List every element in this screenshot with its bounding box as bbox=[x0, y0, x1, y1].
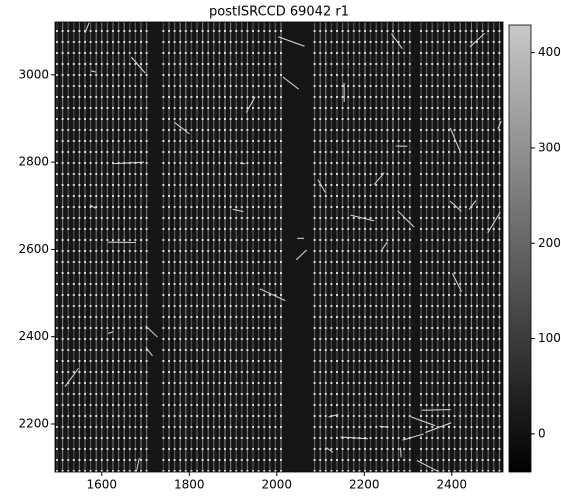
cosmic-ray bbox=[451, 273, 463, 293]
colorbar-tick-label: 400 bbox=[538, 45, 561, 59]
cosmic-ray bbox=[145, 325, 158, 338]
cosmic-ray bbox=[402, 433, 424, 441]
cosmic-ray bbox=[468, 200, 477, 210]
x-tick-label: 2400 bbox=[437, 478, 468, 492]
x-tick-label: 2200 bbox=[349, 478, 380, 492]
cosmic-ray bbox=[328, 414, 339, 418]
cosmic-ray bbox=[380, 241, 388, 252]
cosmic-ray bbox=[89, 204, 97, 209]
cosmic-ray bbox=[340, 436, 368, 440]
cosmic-ray bbox=[245, 96, 256, 113]
colorbar bbox=[508, 24, 532, 473]
cosmic-ray bbox=[350, 214, 375, 222]
cosmic-ray bbox=[135, 457, 140, 472]
cosmic-ray bbox=[173, 121, 190, 135]
cosmic-ray bbox=[400, 447, 402, 458]
cosmic-ray bbox=[232, 208, 244, 212]
cosmic-ray bbox=[410, 416, 436, 427]
cosmic-ray bbox=[131, 56, 146, 74]
colorbar-tick-label: 300 bbox=[538, 140, 561, 154]
cosmic-ray bbox=[107, 331, 114, 334]
cosmic-ray bbox=[296, 249, 307, 261]
cosmic-ray bbox=[282, 76, 300, 90]
cosmic-ray bbox=[421, 409, 451, 411]
plot-frame bbox=[54, 21, 504, 473]
cosmic-ray bbox=[416, 460, 441, 472]
y-tick-label: 2800 bbox=[18, 155, 49, 169]
x-tick-label: 2000 bbox=[262, 478, 293, 492]
cosmic-ray bbox=[145, 347, 153, 357]
cosmic-ray bbox=[373, 172, 385, 185]
cosmic-ray bbox=[114, 161, 145, 165]
colorbar-tick-label: 200 bbox=[538, 236, 561, 250]
y-tick-label: 3000 bbox=[18, 67, 49, 81]
colorbar-tick-label: 0 bbox=[538, 426, 546, 440]
cosmic-ray bbox=[449, 200, 462, 212]
y-tick-label: 2200 bbox=[18, 416, 49, 430]
cosmic-ray bbox=[64, 367, 79, 387]
cosmic-ray bbox=[317, 179, 326, 193]
cosmic-ray bbox=[278, 36, 305, 47]
x-tick-label: 1600 bbox=[87, 478, 118, 492]
cosmic-ray bbox=[487, 211, 501, 234]
y-tick-label: 2600 bbox=[18, 242, 49, 256]
cosmic-ray bbox=[469, 32, 485, 48]
colorbar-tick-label: 100 bbox=[538, 331, 561, 345]
cosmic-ray bbox=[84, 22, 90, 33]
cosmic-ray bbox=[259, 288, 286, 302]
cosmic-ray bbox=[379, 425, 388, 428]
cosmic-ray bbox=[425, 422, 452, 433]
cosmic-ray bbox=[325, 447, 334, 453]
x-tick-label: 1800 bbox=[174, 478, 205, 492]
chart-title: postISRCCD 69042 r1 bbox=[209, 5, 349, 20]
y-tick-label: 2400 bbox=[18, 329, 49, 343]
cosmic-ray bbox=[449, 127, 462, 154]
cosmic-ray bbox=[497, 120, 502, 130]
cosmic-ray bbox=[390, 33, 403, 49]
image bbox=[55, 22, 503, 472]
cosmic-ray bbox=[397, 210, 415, 228]
cosmic-ray bbox=[90, 70, 97, 73]
